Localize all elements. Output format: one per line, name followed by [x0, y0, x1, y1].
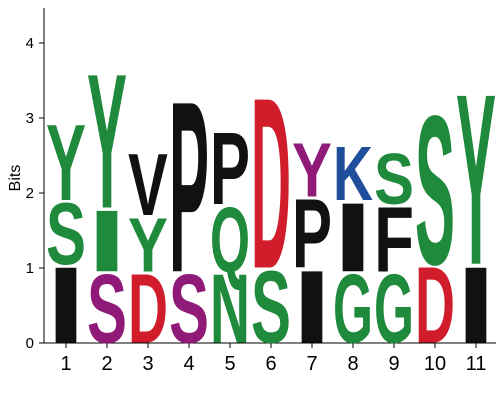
logo-letter-y: Y	[87, 35, 127, 250]
x-tick-label: 9	[388, 353, 399, 375]
x-tick-label: 4	[183, 353, 194, 375]
logo-letter-y: Y	[46, 102, 86, 223]
logo-letter-i: I	[333, 183, 373, 293]
logo-letter-q: Q	[210, 187, 250, 291]
logo-letter-p: P	[292, 179, 332, 289]
logo-letter-d: D	[251, 47, 291, 320]
y-tick-label: 2	[26, 185, 34, 202]
logo-letter-s: S	[374, 140, 414, 221]
y-tick-label: 1	[26, 260, 34, 277]
logo-letter-p: P	[210, 110, 250, 226]
axes: Bits	[7, 8, 496, 344]
y-tick-label: 3	[26, 110, 34, 127]
x-tick-label: 11	[466, 353, 487, 375]
x-tick-label: 2	[101, 353, 112, 375]
x-tick-label: 8	[347, 353, 358, 375]
y-tick-label: 0	[26, 335, 34, 352]
logo-letter-f: F	[374, 188, 414, 292]
logo-letter-i: I	[87, 192, 127, 290]
y-axis-title: Bits	[7, 165, 24, 192]
logo-letter-k: K	[333, 131, 373, 217]
logo-letter-p: P	[169, 50, 209, 323]
y-tick-label: 4	[26, 35, 34, 52]
x-tick-label: 7	[306, 353, 317, 375]
x-tick-label: 10	[424, 353, 446, 375]
logo-letter-s: S	[415, 72, 455, 310]
y-ticks: 0 1 2 3 4	[26, 35, 44, 352]
x-tick-label: 5	[224, 353, 235, 375]
logo-letter-y: Y	[292, 126, 332, 213]
x-tick-label: 6	[265, 353, 276, 375]
logo-letter-s: S	[46, 184, 86, 282]
logo-letter-y: Y	[128, 201, 168, 288]
x-tick-label: 3	[142, 353, 153, 375]
x-tick-label: 1	[60, 353, 71, 375]
logo-letter-v: V	[128, 135, 168, 233]
logo-letter-y: Y	[456, 43, 496, 316]
x-tick-labels: 1 2 3 4 5 6 7 8 9 10 11	[60, 343, 486, 375]
